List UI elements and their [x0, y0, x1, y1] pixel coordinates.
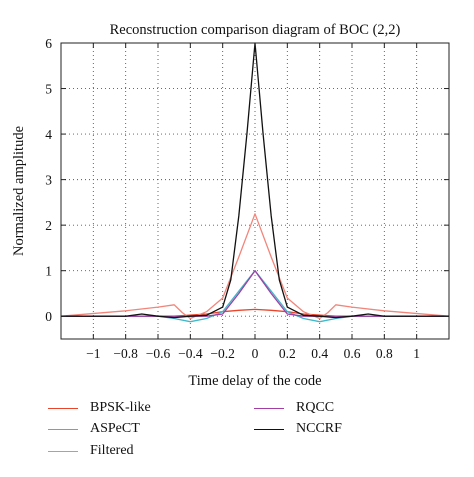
legend-item: NCCRF — [254, 421, 342, 437]
y-ticks: 0 1 2 3 4 5 6 — [45, 36, 449, 324]
legend-swatch — [48, 428, 78, 430]
legend-swatch — [254, 407, 284, 409]
legend-label: BPSK-like — [90, 400, 151, 415]
legend-label: Filtered — [90, 443, 134, 458]
y-tick-label: 3 — [45, 173, 52, 188]
legend-swatch — [48, 407, 78, 409]
x-tick-label: −0.8 — [113, 346, 138, 361]
y-tick-label: 1 — [45, 264, 52, 279]
series-line-filtered — [60, 213, 450, 320]
y-axis-label: Normalized amplitude — [11, 126, 27, 256]
chart-title: Reconstruction comparison diagram of BOC… — [110, 22, 401, 38]
legend-swatch — [254, 428, 284, 430]
x-ticks: −1 −0.8 −0.6 −0.4 −0.2 0 0.2 0.4 0.6 0.8 1 — [86, 43, 420, 361]
series-line-bpsk-like — [61, 308, 449, 317]
series-line-aspect — [61, 270, 449, 323]
x-tick-label: −0.2 — [210, 346, 235, 361]
x-tick-label: 0.4 — [311, 346, 328, 361]
x-axis-label: Time delay of the code — [188, 373, 321, 389]
y-tick-label: 4 — [45, 127, 52, 142]
legend-item: Filtered — [48, 443, 134, 459]
legend-item: BPSK-like — [48, 400, 151, 416]
legend-label: ASPeCT — [90, 421, 140, 436]
series-line-rqcc — [61, 270, 449, 317]
legend-item: ASPeCT — [48, 421, 140, 437]
x-tick-label: −0.6 — [146, 346, 171, 361]
legend-swatch — [48, 450, 78, 452]
series-lines — [60, 42, 450, 323]
y-tick-label: 2 — [45, 218, 52, 233]
x-tick-label: 1 — [413, 346, 420, 361]
legend-item: RQCC — [254, 400, 334, 416]
series-line-nccrf — [61, 42, 449, 319]
x-tick-label: 0.8 — [376, 346, 393, 361]
legend-label: RQCC — [296, 400, 335, 415]
y-tick-label: 6 — [45, 36, 52, 51]
grid — [61, 42, 449, 339]
y-tick-label: 5 — [45, 82, 52, 97]
chart: Reconstruction comparison diagram of BOC… — [11, 22, 450, 389]
x-tick-label: −0.4 — [178, 346, 203, 361]
x-tick-label: 0.6 — [344, 346, 361, 361]
x-tick-label: 0 — [252, 346, 259, 361]
y-tick-label: 0 — [45, 309, 52, 324]
x-tick-label: 0.2 — [279, 346, 296, 361]
legend-label: NCCRF — [296, 421, 342, 436]
x-tick-label: −1 — [86, 346, 100, 361]
